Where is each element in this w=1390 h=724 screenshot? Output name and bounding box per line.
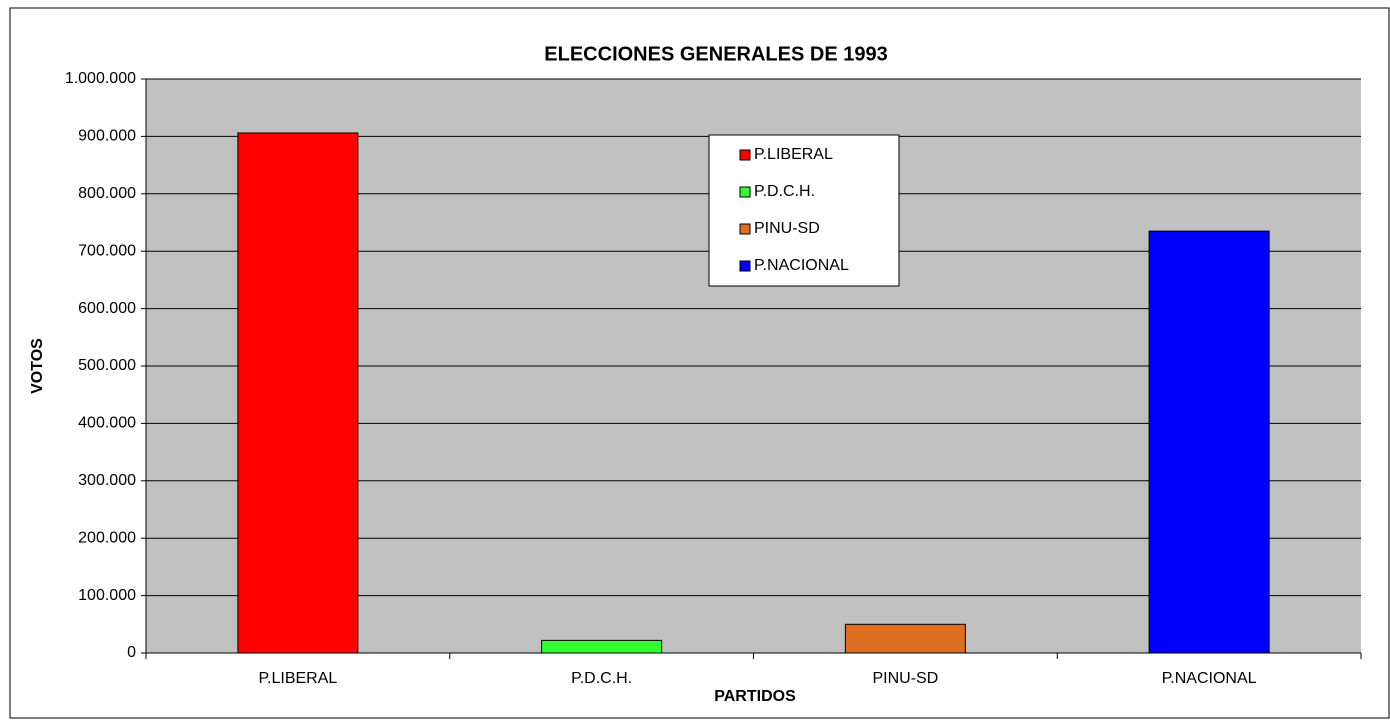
y-tick-label: 500.000: [78, 357, 136, 374]
y-tick-label: 200.000: [78, 529, 136, 546]
legend-label: PINU-SD: [754, 220, 820, 237]
legend-swatch: [739, 186, 751, 198]
chart-title: ELECCIONES GENERALES DE 1993: [544, 43, 887, 65]
x-tick-label: P.D.C.H.: [571, 670, 632, 687]
bar: [1148, 230, 1270, 654]
y-tick-label: 400.000: [78, 415, 136, 432]
legend-label: P.D.C.H.: [754, 183, 815, 200]
legend-label: P.NACIONAL: [754, 257, 849, 274]
legend-label: P.LIBERAL: [754, 146, 833, 163]
y-tick-label: 1.000.000: [65, 70, 136, 87]
legend-swatch: [739, 223, 751, 235]
bar: [844, 623, 966, 654]
y-tick-label: 900.000: [78, 128, 136, 145]
y-tick-label: 700.000: [78, 242, 136, 259]
bar: [237, 132, 359, 654]
y-tick-label: 800.000: [78, 185, 136, 202]
y-tick-label: 0: [127, 644, 136, 661]
y-tick-label: 100.000: [78, 587, 136, 604]
x-axis-title: PARTIDOS: [714, 688, 796, 705]
x-tick-label: P.NACIONAL: [1162, 670, 1257, 687]
legend-swatch: [739, 149, 751, 161]
x-tick-label: PINU-SD: [872, 670, 938, 687]
y-axis-title: VOTOS: [29, 338, 46, 394]
x-tick-label: P.LIBERAL: [258, 670, 337, 687]
legend-swatch: [739, 260, 751, 272]
y-tick-label: 600.000: [78, 300, 136, 317]
y-tick-label: 300.000: [78, 472, 136, 489]
bar: [541, 639, 663, 654]
